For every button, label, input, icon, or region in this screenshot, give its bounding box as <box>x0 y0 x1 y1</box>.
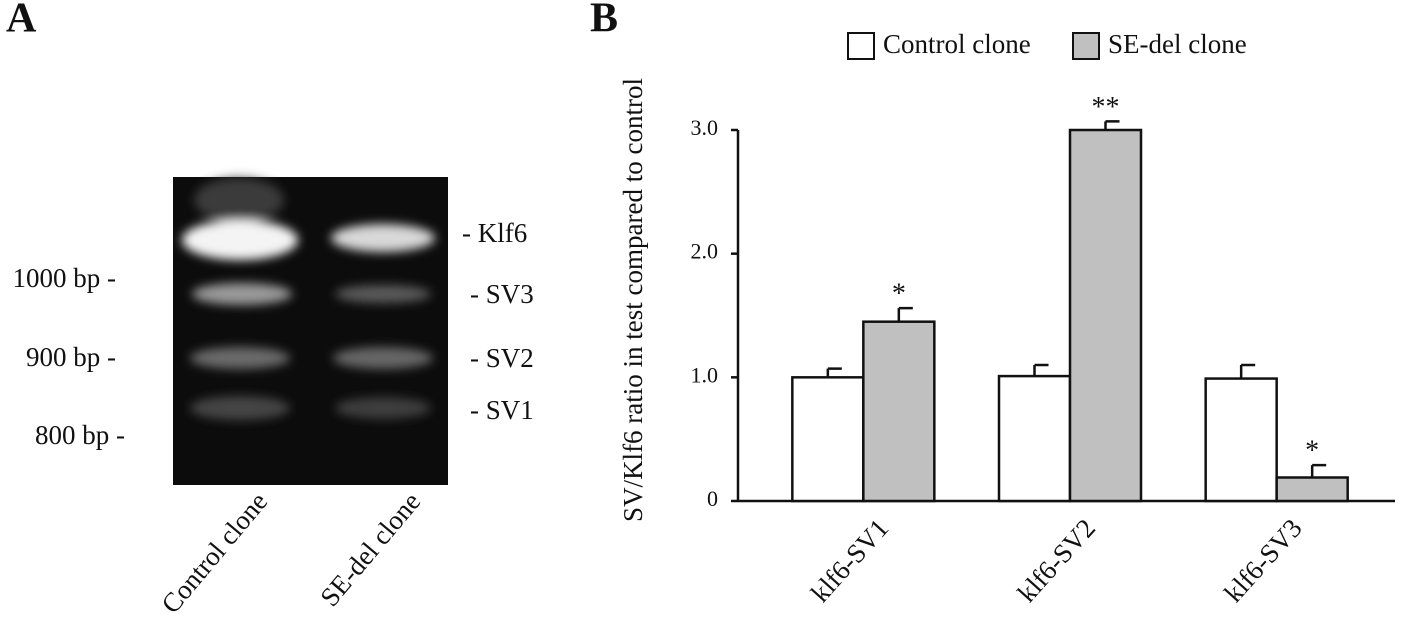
y-tick-label: 1.0 <box>691 362 719 387</box>
legend-label: SE-del clone <box>1108 29 1247 59</box>
band-label: - SV3 <box>470 279 534 309</box>
error-bar <box>1104 120 1120 130</box>
x-tick-label: klf6-SV1 <box>805 513 895 608</box>
y-tick-label: 2.0 <box>691 239 719 264</box>
bar <box>862 320 936 503</box>
marker-label: 1000 bp - <box>13 263 117 293</box>
y-tick-label: 3.0 <box>691 115 719 140</box>
band-label: - SV2 <box>470 343 534 373</box>
gel-band <box>335 397 431 419</box>
gel-band <box>190 396 290 420</box>
error-bar <box>1033 363 1049 377</box>
gel-band <box>192 283 292 305</box>
bar <box>1275 476 1349 503</box>
gel-smear <box>194 178 284 222</box>
bar <box>791 376 865 503</box>
bar <box>997 374 1072 503</box>
legend-swatch <box>1072 32 1100 60</box>
gel-band <box>190 347 290 369</box>
y-tick-label: 0 <box>707 486 718 511</box>
lane-label: SE-del clone <box>314 487 426 613</box>
bar <box>1068 128 1143 503</box>
x-tick-label: klf6-SV2 <box>1012 513 1102 608</box>
lane-label: Control clone <box>155 487 273 619</box>
gel-band <box>333 347 433 369</box>
gel-band <box>182 220 298 260</box>
panel-label: B <box>590 0 618 42</box>
gel <box>173 177 448 485</box>
y-axis-label: SV/Klf6 ratio in test compared to contro… <box>618 78 648 522</box>
panel-label: A <box>6 0 37 42</box>
band-label: - SV1 <box>470 395 534 425</box>
significance-label: * <box>892 279 906 310</box>
significance-label: ** <box>1092 92 1120 123</box>
marker-label: 900 bp - <box>26 342 116 372</box>
gel-band <box>335 285 431 303</box>
bar <box>1204 377 1278 503</box>
error-bar <box>1239 363 1256 379</box>
legend-swatch <box>847 32 875 60</box>
error-bar <box>897 306 913 322</box>
legend-label: Control clone <box>883 29 1031 59</box>
x-tick-label: klf6-SV3 <box>1218 513 1308 608</box>
gel-band <box>331 224 435 252</box>
error-bar <box>1310 463 1327 478</box>
significance-label: * <box>1305 436 1319 467</box>
error-bar <box>826 367 842 378</box>
marker-label: 800 bp - <box>35 420 125 450</box>
band-label: - Klf6 <box>462 218 527 248</box>
gel-bands <box>182 178 435 420</box>
